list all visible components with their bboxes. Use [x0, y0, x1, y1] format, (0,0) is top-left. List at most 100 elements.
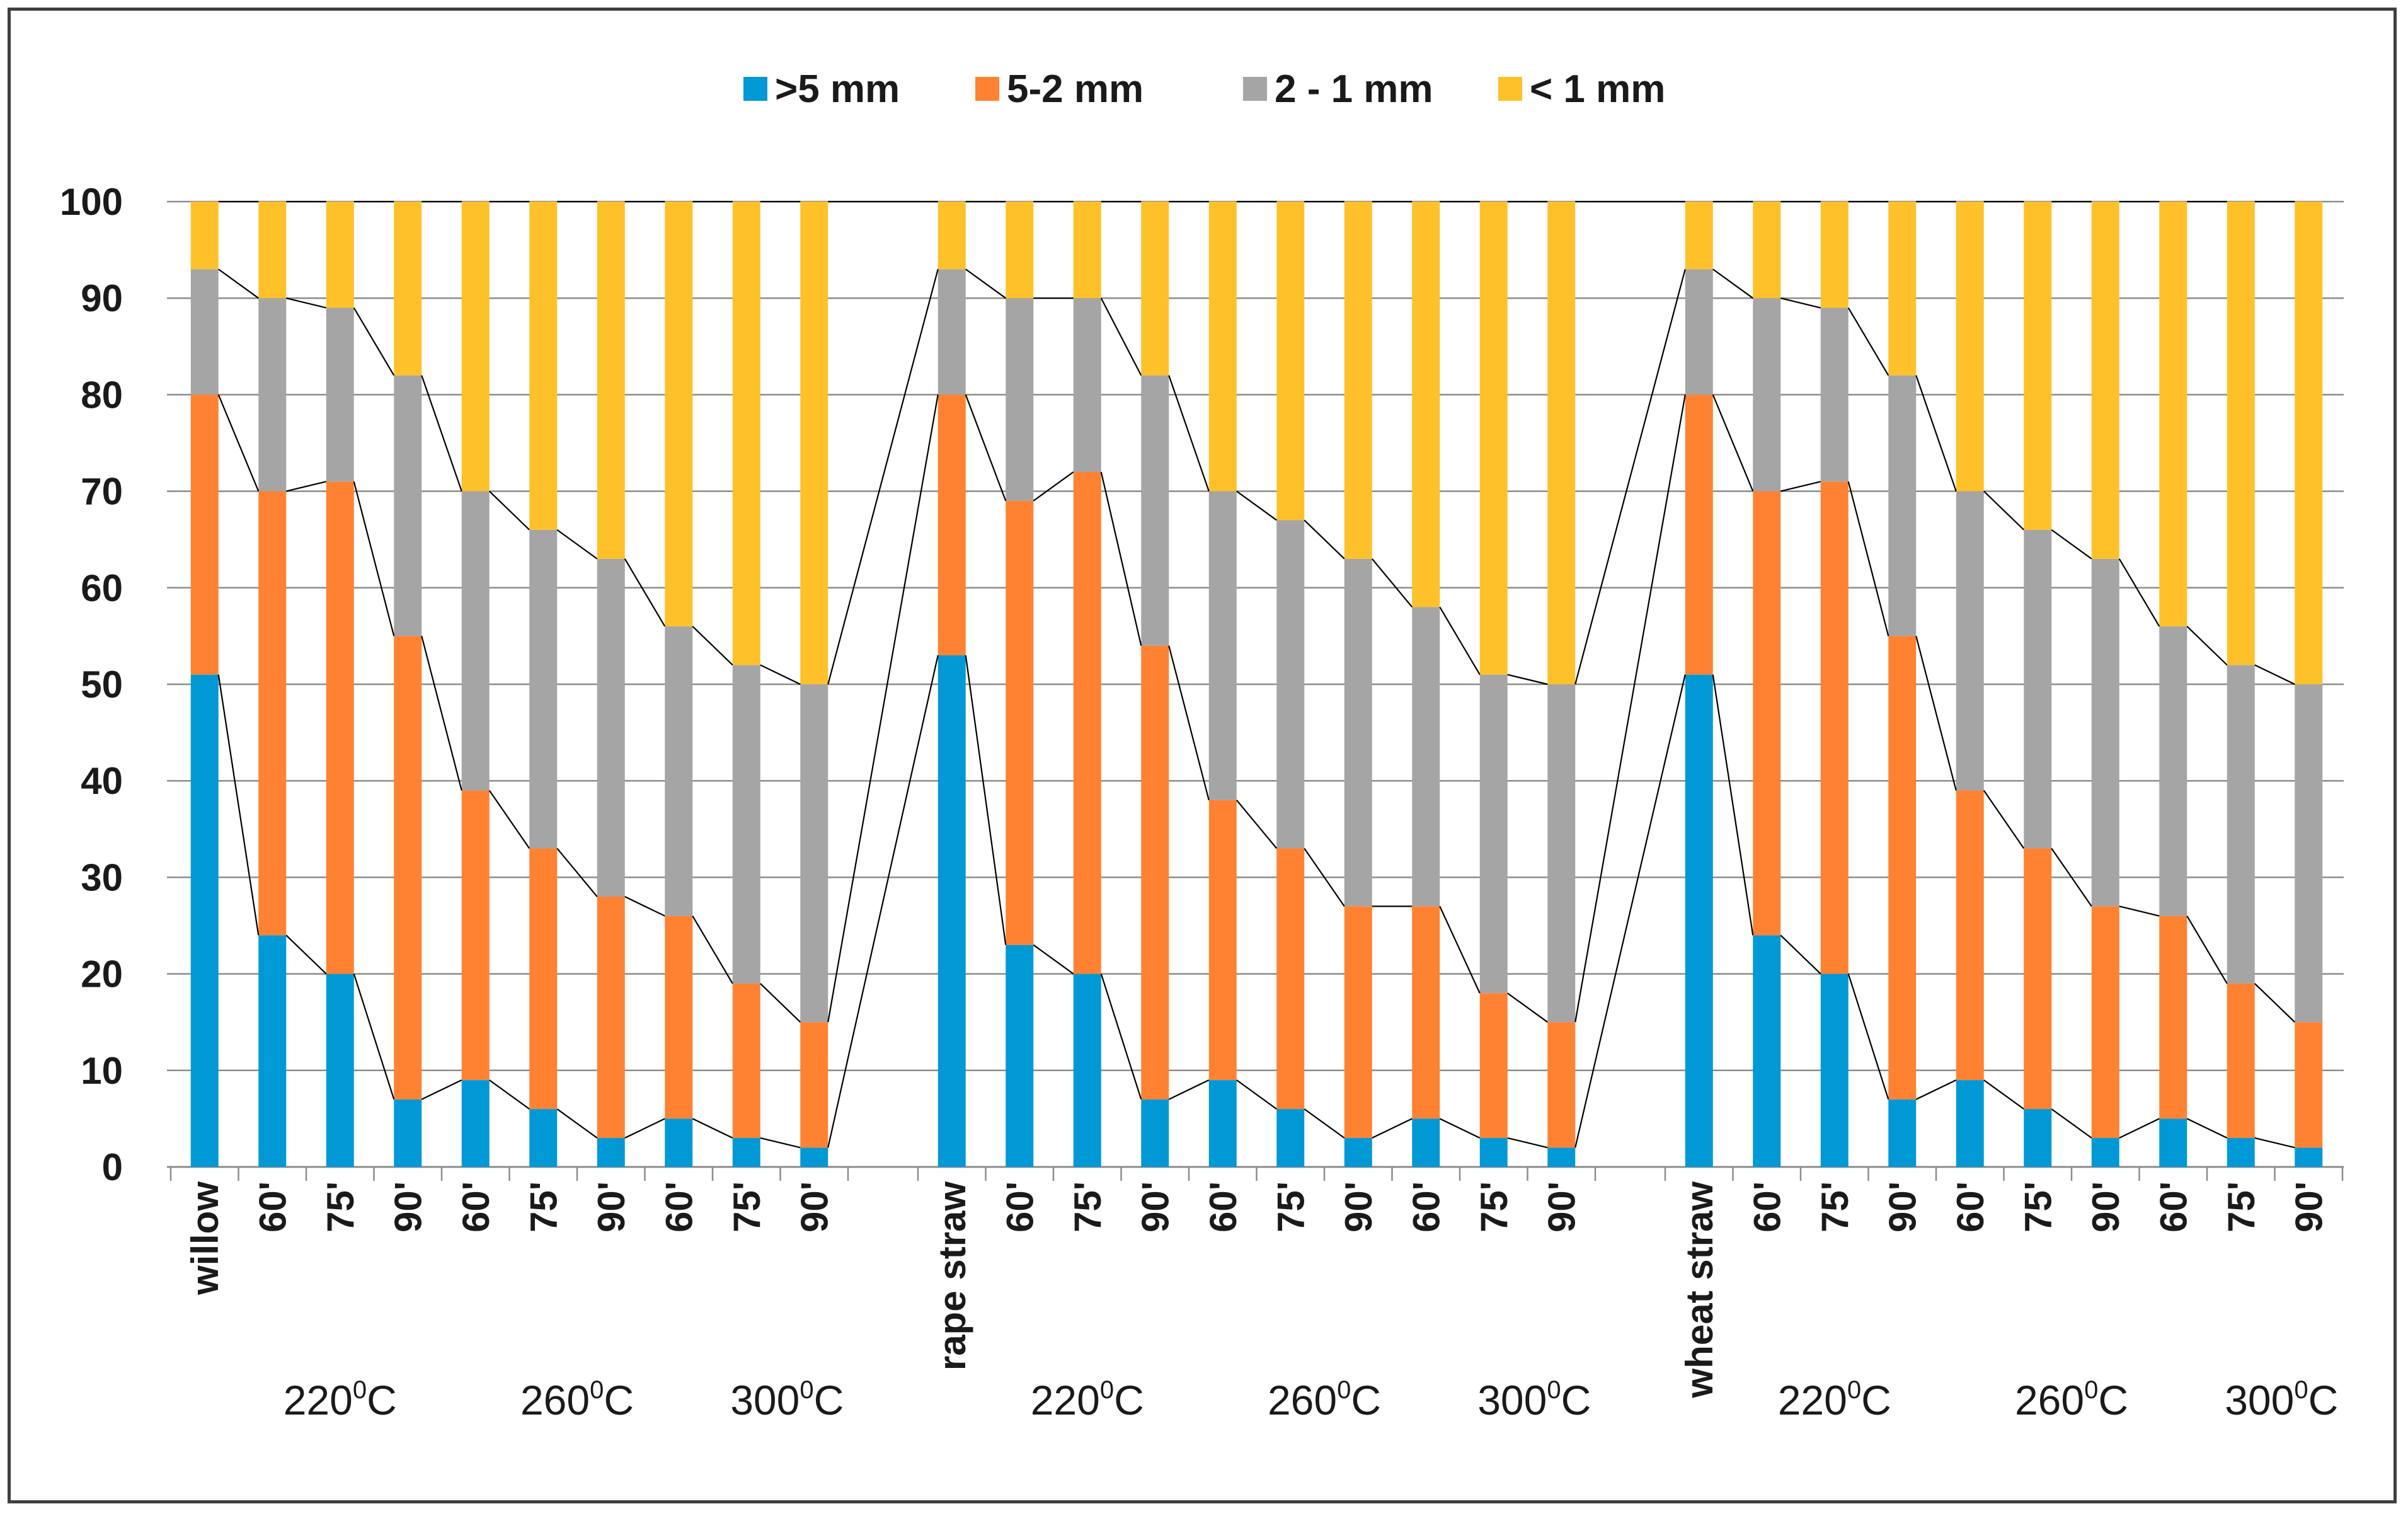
temperature-label: 3000C: [730, 1376, 844, 1423]
bar-segment: [1344, 558, 1372, 907]
bar-segment: [1006, 202, 1034, 299]
bar-segment: [190, 202, 219, 270]
series-connector-line: [556, 847, 598, 897]
bar-segment: [2024, 848, 2052, 1110]
bar-segment: [258, 935, 287, 1167]
bar-segment: [1547, 1147, 1576, 1167]
series-2-1-mm-bars: [190, 269, 2323, 1023]
legend-label: 5-2 mm: [1007, 67, 1144, 111]
bar-segment: [258, 298, 287, 491]
bar-segment: [258, 202, 287, 299]
series-connector-line: [827, 268, 939, 685]
x-category-label: 60': [1949, 1181, 1992, 1232]
series-connector-line: [1304, 1108, 1345, 1139]
x-category-label: 60': [251, 1181, 294, 1232]
x-category-label: 90': [2085, 1181, 2127, 1232]
bar-segment: [1888, 375, 1917, 636]
x-category-label: 75': [726, 1181, 768, 1232]
series-5-mm-bars: [190, 655, 2323, 1167]
bar-segment: [1208, 1080, 1237, 1167]
legend-label: < 1 mm: [1530, 67, 1665, 111]
series-connector-line: [556, 529, 598, 560]
series-connector-line: [217, 674, 260, 936]
bar-segment: [732, 1138, 760, 1167]
bar-segment: [800, 202, 828, 684]
series-connector-line: [421, 375, 462, 491]
series-connector-line: [827, 394, 939, 1023]
series-connector-line: [1574, 268, 1686, 685]
series-connector-line: [1780, 297, 1821, 309]
bar-segment: [2295, 202, 2323, 684]
bar-segment: [1073, 973, 1101, 1167]
series-connector-line: [2119, 1118, 2160, 1139]
bar-segment: [529, 1109, 558, 1167]
x-category-label: 60': [1746, 1181, 1788, 1232]
bar-segment: [1276, 520, 1305, 849]
legend-swatch: [1498, 77, 1522, 101]
bar-segment: [394, 636, 422, 1100]
series-connector-line: [353, 481, 395, 636]
bar-segment: [2159, 202, 2187, 627]
bar-segment: [2159, 1118, 2187, 1167]
bar-segment: [1888, 202, 1917, 376]
x-category-label: 75': [319, 1181, 362, 1232]
x-category-label: 60': [999, 1181, 1041, 1232]
bar-segment: [1547, 684, 1576, 1023]
bar-segment: [1820, 307, 1849, 482]
series-connector-line: [1847, 973, 1889, 1100]
bar-segment: [1412, 202, 1440, 607]
bar-segment: [2295, 1147, 2323, 1167]
x-category-label: 75': [1270, 1181, 1312, 1232]
x-category-label: 60': [455, 1181, 497, 1232]
y-tick-label: 70: [81, 471, 123, 513]
series-connector-line: [2186, 916, 2228, 984]
series-connector-line: [624, 896, 665, 917]
bar-segment: [2024, 529, 2052, 849]
y-tick-label: 90: [81, 277, 123, 319]
bar-segment: [800, 1022, 828, 1148]
series-connector-line: [759, 983, 801, 1023]
series-connector-line: [421, 636, 462, 791]
series-connector-line: [1371, 558, 1413, 608]
x-axis-ticks: [169, 1167, 2344, 1181]
bar-segment: [1956, 790, 1984, 1081]
bar-segment: [2227, 202, 2255, 665]
series-connector-line: [1439, 905, 1481, 994]
y-tick-label: 50: [81, 663, 123, 706]
series-1-mm-bars: [190, 202, 2323, 684]
series-connector-line: [1574, 394, 1686, 1023]
bar-segment: [597, 897, 625, 1139]
series-connector-line: [1304, 519, 1345, 560]
x-category-label: 90': [1881, 1181, 1924, 1232]
series-connector-line: [1712, 674, 1754, 936]
y-tick-label: 40: [81, 760, 123, 802]
y-tick-label: 60: [81, 567, 123, 609]
bar-segment: [461, 202, 490, 491]
series-connector-line: [1915, 1079, 1957, 1100]
bar-segment: [258, 491, 287, 936]
x-category-label: 60': [658, 1181, 700, 1232]
bar-segment: [665, 626, 693, 916]
series-connector-line: [1100, 471, 1142, 646]
series-connector-line: [692, 1118, 733, 1139]
bar-segment: [190, 269, 219, 395]
bar-segment: [800, 684, 828, 1023]
series-connector-line: [965, 268, 1006, 299]
x-category-label: 90': [793, 1181, 835, 1232]
bar-segment: [1276, 848, 1305, 1110]
series-connector-line: [285, 481, 327, 492]
series-connector-line: [1507, 992, 1548, 1023]
x-category-label: 60': [1202, 1181, 1244, 1232]
bar-segment: [1208, 800, 1237, 1081]
bar-segment: [1753, 202, 1781, 299]
bar-segment: [1753, 935, 1781, 1167]
bar-segment: [1888, 636, 1917, 1100]
series-connector-line: [1780, 481, 1821, 492]
bar-segment: [394, 375, 422, 636]
x-category-label: 75': [522, 1181, 565, 1232]
bar-segment: [1479, 1138, 1508, 1167]
series-connector-line: [1168, 645, 1210, 801]
series-connector-line: [1983, 1079, 2024, 1110]
series-connector-line: [760, 664, 801, 685]
series-connector-line: [353, 307, 395, 376]
